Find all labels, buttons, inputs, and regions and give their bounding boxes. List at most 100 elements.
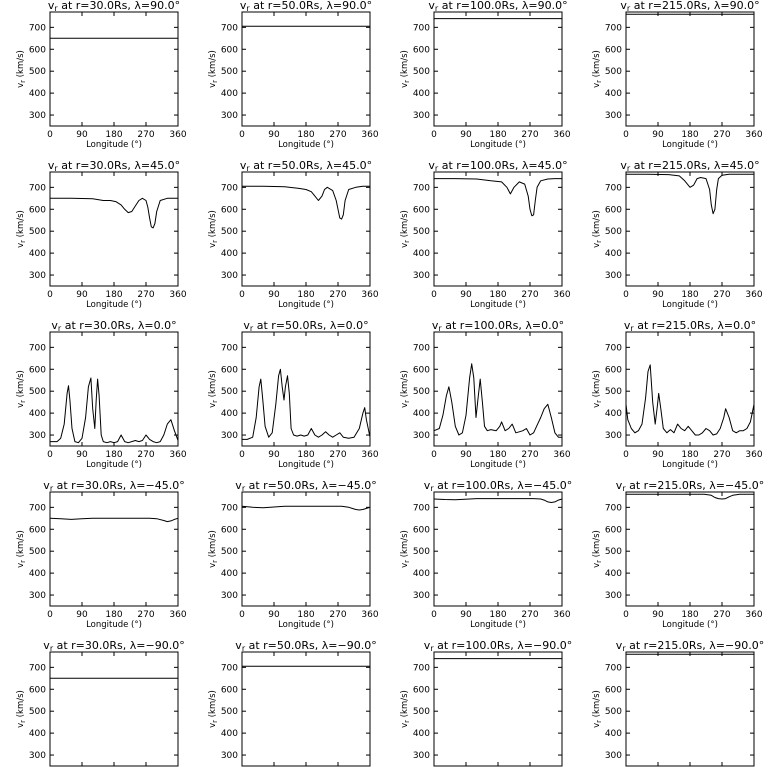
chart-title: vr at r=100.0Rs, λ=−45.0° [424, 479, 572, 493]
y-tick-label: 500 [413, 67, 430, 77]
y-axis-label: vr (km/s) [16, 50, 27, 88]
chart-title: vr at r=30.0Rs, λ=0.0° [51, 319, 176, 333]
y-tick-label: 600 [605, 205, 622, 215]
chart-panel: vr at r=30.0Rs, λ=90.0° 0 90 180 270 360 300 40… [16, 0, 187, 150]
y-tick-label: 300 [413, 111, 430, 121]
y-tick-label: 600 [221, 45, 238, 55]
y-tick-label: 600 [413, 685, 430, 695]
x-tick-label: 0 [239, 130, 245, 140]
y-tick-label: 600 [413, 45, 430, 55]
y-tick-label: 700 [413, 343, 430, 353]
y-axis-label: vr (km/s) [592, 50, 603, 88]
y-tick-label: 500 [221, 707, 238, 717]
y-tick-label: 300 [605, 751, 622, 761]
y-tick-label: 600 [29, 205, 46, 215]
plot-frame [49, 171, 179, 287]
x-tick-label: 270 [137, 450, 154, 460]
y-tick-label: 500 [413, 227, 430, 237]
y-tick-label: 400 [29, 249, 46, 259]
plot-frame [433, 11, 563, 127]
x-tick-label: 90 [76, 290, 88, 300]
y-tick-label: 300 [221, 431, 238, 441]
x-axis-label: Longitude (°) [470, 300, 526, 310]
x-tick-label: 180 [105, 290, 122, 300]
x-tick-label: 0 [239, 610, 245, 620]
y-tick-label: 400 [605, 569, 622, 579]
x-tick-label: 180 [297, 130, 314, 140]
chart-title: vr at r=50.0Rs, λ=−90.0° [235, 639, 376, 653]
x-tick-label: 180 [489, 610, 506, 620]
y-tick-label: 700 [605, 343, 622, 353]
y-tick-label: 300 [29, 111, 46, 121]
x-tick-label: 0 [239, 450, 245, 460]
x-tick-label: 270 [713, 130, 730, 140]
x-tick-label: 360 [361, 450, 378, 460]
y-tick-label: 700 [29, 503, 46, 513]
x-tick-label: 0 [623, 130, 629, 140]
chart-panel: vr at r=215.0Rs, λ=45.0° 0 90 180 270 360 300 4… [592, 159, 763, 310]
y-tick-label: 600 [221, 525, 238, 535]
chart-title: vr at r=30.0Rs, λ=90.0° [48, 0, 180, 13]
y-tick-label: 400 [413, 89, 430, 99]
y-tick-label: 400 [29, 409, 46, 419]
x-tick-label: 360 [361, 610, 378, 620]
chart-panel: vr at r=100.0Rs, λ=90.0° 0 90 180 270 360 300 4… [400, 0, 571, 150]
y-tick-label: 500 [221, 67, 238, 77]
plot-frame [625, 651, 755, 767]
x-tick-label: 270 [521, 450, 538, 460]
chart-panel: vr at r=100.0Rs, λ=−90.0°090180270360300… [400, 639, 572, 767]
x-tick-label: 90 [460, 610, 472, 620]
y-tick-label: 500 [605, 387, 622, 397]
chart-panel: vr at r=50.0Rs, λ=−90.0°0901802703603004… [208, 639, 377, 767]
x-tick-label: 90 [652, 610, 664, 620]
y-tick-label: 600 [413, 525, 430, 535]
x-tick-label: 0 [47, 130, 53, 140]
chart-title: vr at r=50.0Rs, λ=45.0° [240, 159, 372, 173]
y-tick-label: 600 [413, 205, 430, 215]
y-tick-label: 500 [605, 227, 622, 237]
y-tick-label: 400 [413, 729, 430, 739]
y-tick-label: 300 [605, 111, 622, 121]
x-tick-label: 90 [76, 450, 88, 460]
y-tick-label: 300 [221, 111, 238, 121]
chart-panel: vr at r=30.0Rs, λ=−90.0°0901802703603004… [16, 639, 185, 767]
x-tick-label: 90 [268, 290, 280, 300]
plot-frame [241, 11, 371, 127]
y-tick-label: 600 [605, 685, 622, 695]
x-tick-label: 360 [553, 130, 570, 140]
x-tick-label: 270 [521, 130, 538, 140]
x-tick-label: 0 [47, 450, 53, 460]
chart-title: vr at r=100.0Rs, λ=90.0° [428, 0, 567, 13]
y-tick-label: 400 [29, 569, 46, 579]
x-tick-label: 360 [361, 290, 378, 300]
y-tick-label: 700 [221, 23, 238, 33]
y-axis-label: vr (km/s) [208, 370, 219, 408]
x-tick-label: 90 [460, 130, 472, 140]
chart-title: vr at r=215.0Rs, λ=−90.0° [616, 639, 764, 653]
plot-frame [625, 11, 755, 127]
x-tick-label: 180 [681, 290, 698, 300]
x-tick-label: 180 [297, 290, 314, 300]
x-tick-label: 360 [169, 290, 186, 300]
y-tick-label: 600 [221, 365, 238, 375]
plot-frame [433, 171, 563, 287]
y-tick-label: 300 [221, 591, 238, 601]
x-tick-label: 180 [297, 450, 314, 460]
x-tick-label: 270 [521, 290, 538, 300]
y-axis-label: vr (km/s) [208, 210, 219, 248]
y-tick-label: 400 [221, 729, 238, 739]
y-tick-label: 600 [29, 45, 46, 55]
y-tick-label: 400 [413, 569, 430, 579]
x-tick-label: 0 [47, 610, 53, 620]
x-axis-label: Longitude (°) [662, 460, 718, 470]
y-tick-label: 700 [221, 503, 238, 513]
chart-panel: vr at r=50.0Rs, λ=45.0° 0 90 180 270 360 300 40… [208, 159, 379, 310]
x-tick-label: 270 [137, 130, 154, 140]
y-axis-label: vr (km/s) [592, 210, 603, 248]
y-axis-label: vr (km/s) [592, 370, 603, 408]
chart-title: vr at r=100.0Rs, λ=0.0° [432, 319, 564, 333]
y-tick-label: 500 [29, 67, 46, 77]
y-tick-label: 600 [605, 45, 622, 55]
y-tick-label: 600 [413, 365, 430, 375]
plot-frame [241, 331, 371, 447]
